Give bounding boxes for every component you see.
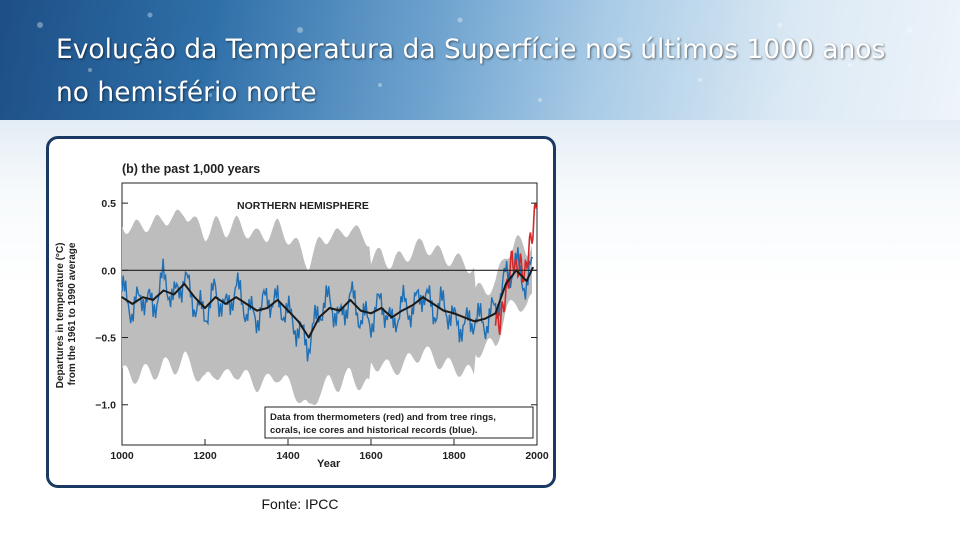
smoothed-point (172, 293, 175, 296)
smoothed-point (380, 307, 383, 309)
smoothed-point (152, 298, 155, 301)
uncertainty-band-layer (122, 209, 532, 406)
uncertainty-band (122, 209, 532, 406)
smoothed-point (463, 316, 466, 319)
smoothed-point (287, 309, 289, 312)
smoothed-point (421, 296, 424, 299)
smoothed-point (401, 309, 404, 312)
banner-decoration (37, 12, 913, 102)
smoothed-point (432, 303, 435, 305)
smoothed-point (370, 312, 372, 315)
x-tick-label: 1400 (276, 450, 300, 462)
smoothed-point (349, 298, 352, 301)
smoothed-point (266, 307, 269, 309)
smoothed-point (255, 309, 258, 312)
header-banner (0, 0, 960, 120)
smoothed-point (204, 307, 206, 309)
legend-note: Data from thermometers (red) and from tr… (270, 412, 499, 436)
smoothed-point (235, 296, 238, 299)
smoothed-point (484, 317, 487, 320)
x-axis-label: Year (317, 458, 341, 470)
series-instrumental-line (494, 202, 538, 335)
axis-ticks: 1000 1200 1400 1600 1800 2000 0.5 0.0 −0.5 −1.0 (95, 198, 549, 462)
y-tick-label: 0.5 (101, 198, 116, 210)
y-axis-label-line1: Departures in temperature (°C) (55, 243, 66, 389)
legend-note-line1: Data from thermometers (red) and from tr… (270, 412, 496, 423)
smoothed-point (359, 309, 362, 312)
y-tick-label: −1.0 (95, 400, 116, 412)
x-tick-label: 1200 (193, 450, 217, 462)
source-caption: Fonte: IPCC (261, 496, 339, 512)
smoothed-point (131, 303, 134, 305)
x-tick-label: 1800 (442, 450, 466, 462)
y-axis-label-line2: from the 1961 to 1990 average (67, 242, 78, 385)
y-axis-label: Departures in temperature (°C) from the … (55, 240, 78, 388)
smoothed-point (473, 320, 476, 323)
slide-title: Evolução da Temperatura da Superfície no… (56, 34, 886, 108)
y-axis-label-text: Departures in temperature (°C) from the … (55, 240, 78, 388)
smoothed-point (531, 266, 534, 269)
temperature-chart: (b) the past 1,000 years NORTHERN HEMISP… (55, 162, 549, 470)
smoothed-point (224, 303, 227, 305)
smoothed-point (183, 282, 186, 285)
x-tick-label: 2000 (525, 450, 549, 462)
x-tick-label: 1600 (359, 450, 383, 462)
smoothed-point (504, 282, 507, 285)
smoothed-point (318, 316, 321, 319)
smoothed-point (525, 280, 528, 282)
smoothed-point (245, 303, 248, 305)
smoothed-point (214, 296, 217, 299)
smoothed-point (494, 312, 497, 315)
smoothed-point (442, 309, 445, 312)
smoothed-point (141, 296, 144, 299)
smoothed-point (338, 309, 341, 312)
smoothed-point (307, 336, 310, 339)
y-tick-label: 0.0 (101, 265, 116, 277)
legend-box (264, 406, 534, 439)
smoothed-point (193, 296, 196, 299)
smoothed-point (390, 316, 393, 319)
series-proxy-line (121, 247, 534, 362)
series-layer (121, 202, 538, 362)
legend-note-line2: corals, ice cores and historical records… (270, 425, 478, 436)
y-tick-label: −0.5 (95, 333, 116, 345)
smoothed-point (453, 312, 455, 315)
smoothed-point (121, 296, 123, 299)
smoothed-point (276, 298, 279, 301)
x-tick-label: 1000 (110, 450, 134, 462)
chart-frame: (b) the past 1,000 years NORTHERN HEMISP… (46, 136, 556, 488)
smoothed-point (411, 304, 414, 307)
region-label: NORTHERN HEMISPHERE (237, 200, 369, 212)
smoothed-point (297, 320, 300, 323)
smoothed-point (162, 289, 165, 292)
chart-panel-title: (b) the past 1,000 years (122, 162, 260, 176)
smoothed-point (328, 307, 331, 309)
